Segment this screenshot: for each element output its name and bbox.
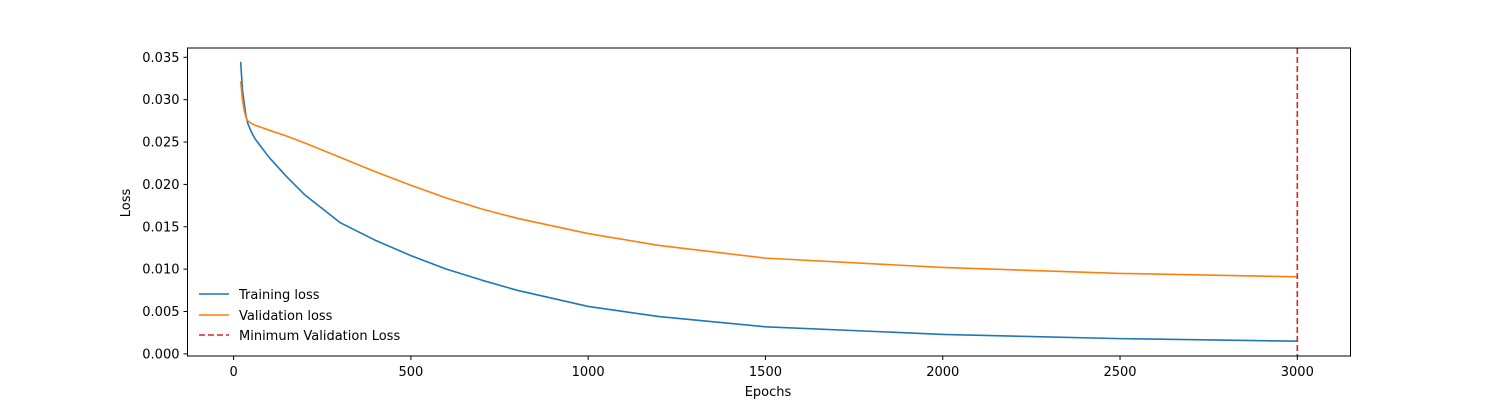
- x-tick-label: 500: [398, 365, 423, 380]
- legend-label-training: Training loss: [238, 288, 320, 303]
- y-tick-label: 0.005: [142, 305, 179, 320]
- legend: Training loss Validation loss Minimum Va…: [199, 288, 400, 344]
- y-axis-label: Loss: [119, 189, 134, 218]
- y-tick-label: 0.025: [142, 136, 179, 151]
- y-tick-label: 0.010: [142, 263, 179, 278]
- y-axis-ticks: 0.000 0.005 0.010 0.015 0.020 0.025 0.030 0.035: [142, 51, 188, 362]
- x-axis-ticks: 0 500 1000 1500 2000 2500 3000: [229, 356, 1314, 380]
- y-tick-label: 0.000: [142, 347, 179, 362]
- x-tick-label: 1000: [572, 365, 605, 380]
- legend-label-min-val-loss: Minimum Validation Loss: [239, 329, 400, 344]
- y-tick-label: 0.015: [142, 220, 179, 235]
- plot-frame: [187, 47, 1351, 357]
- legend-label-validation: Validation loss: [239, 309, 333, 324]
- x-tick-label: 2500: [1103, 365, 1136, 380]
- x-tick-label: 3000: [1281, 365, 1314, 380]
- plot-lines: [239, 48, 1299, 356]
- x-tick-label: 1500: [749, 365, 782, 380]
- x-tick-label: 2000: [926, 365, 959, 380]
- x-axis-label: Epochs: [745, 385, 792, 400]
- y-tick-label: 0.020: [142, 178, 179, 193]
- series-line-1: [239, 81, 1299, 278]
- y-tick-label: 0.035: [142, 51, 179, 66]
- x-tick-label: 0: [229, 365, 237, 380]
- y-tick-label: 0.030: [142, 93, 179, 108]
- series-line-0: [239, 61, 1299, 342]
